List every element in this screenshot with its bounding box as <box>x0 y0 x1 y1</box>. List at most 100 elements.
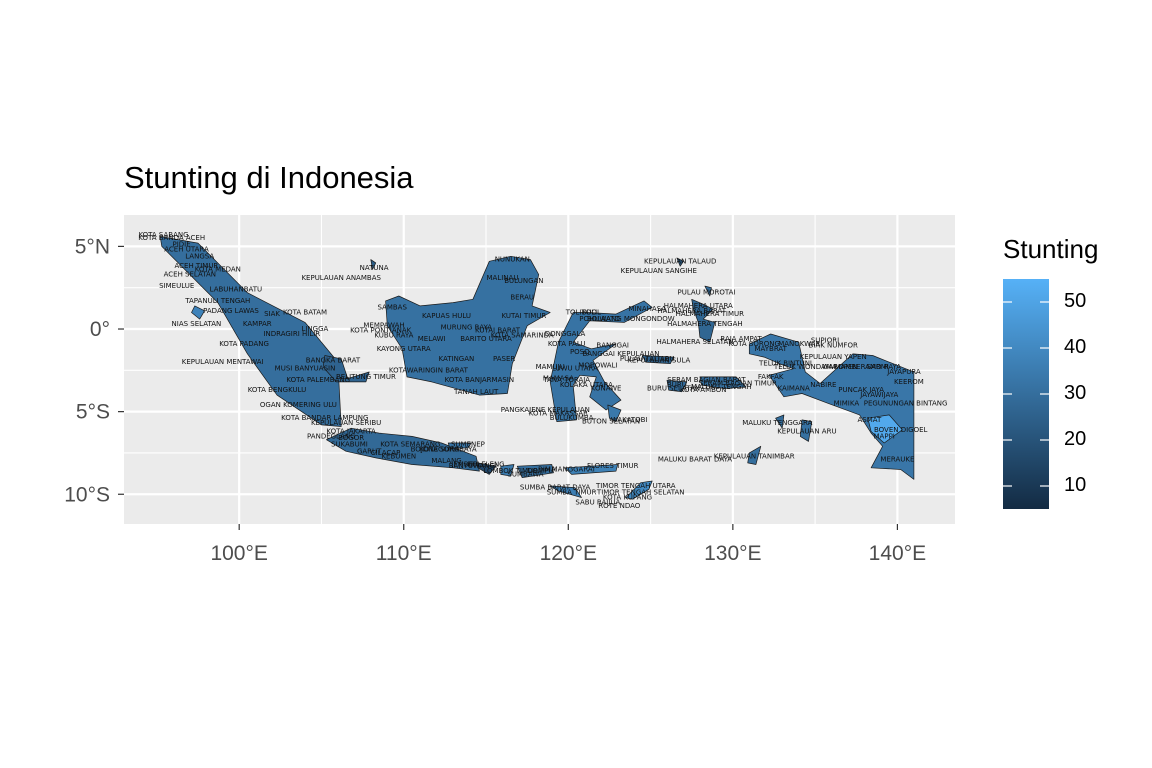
region-label: KAMPAR <box>243 320 272 328</box>
region-label: SABU RAIJUA <box>575 499 620 507</box>
region-label: FLORES TIMUR <box>587 462 639 470</box>
region-label: KUTAI TIMUR <box>502 312 547 320</box>
y-tick-label: 5°S <box>76 401 110 424</box>
region-label: MAMUJU <box>536 363 565 371</box>
region-polygon <box>477 462 497 475</box>
region-polygon <box>607 404 622 422</box>
region-polygon <box>549 300 653 422</box>
region-label: SUMBA BARAT DAYA <box>520 484 591 492</box>
region-label: KEPULAUAN ARU <box>777 428 836 436</box>
region-label: TIMOR TENGAH UTARA <box>595 482 676 490</box>
region-label: KOLAKA UTARA <box>560 381 613 389</box>
region-label: KOTA MEDAN <box>195 266 241 274</box>
region-label: JAYAPURA <box>886 368 921 376</box>
x-tick-label: 140°E <box>869 542 926 565</box>
region-label: KOTA PONTIANAK <box>350 327 412 335</box>
region-label: KEBUMEN <box>381 452 416 460</box>
region-label: HALMAHERA BARAT <box>657 307 726 315</box>
region-label: KEEROM <box>894 378 924 386</box>
region-label: BOLAANG MONGONDOW <box>587 315 675 323</box>
region-label: BERAU <box>510 294 534 302</box>
region-label: LINGGA <box>301 325 328 333</box>
region-label: MAMASA <box>543 375 574 383</box>
legend-tick-label: 10 <box>1064 474 1087 496</box>
region-label: KOTA SABANG <box>138 231 188 239</box>
region-polygon <box>500 464 515 477</box>
legend-ticks <box>1003 301 1049 487</box>
region-label: PANGKAJENE KEPULAUAN <box>501 406 590 414</box>
region-label: POHUWATO <box>579 315 620 323</box>
region-label: KOTA BANDAR LAMPUNG <box>281 414 368 422</box>
region-label: KUTAI BARAT <box>475 327 521 335</box>
region-label: NUNUKAN <box>495 256 530 264</box>
region-label: SERAM BAGIAN BARAT <box>667 376 746 384</box>
region-polygon <box>867 414 903 444</box>
region-polygon <box>641 355 674 365</box>
region-polygon <box>549 485 582 498</box>
region-polygon <box>564 464 619 475</box>
y-tick-label: 10°S <box>64 483 110 506</box>
region-label: PANDEGLANG <box>307 432 356 440</box>
region-label: SAMBAS <box>377 304 407 312</box>
region-label: KOTA AMBON <box>680 386 727 394</box>
region-label: MANGGARAI <box>552 466 595 474</box>
region-label: KEPULAUAN YAPEN <box>800 353 867 361</box>
region-label: MELAWI <box>418 335 446 343</box>
region-label: KOTA JAKARTA <box>326 428 376 436</box>
region-label: LOMBOK TIMUR <box>483 467 538 475</box>
region-label: POSO <box>570 348 590 356</box>
region-label: ASMAT <box>858 416 883 424</box>
region-label: SUMENEP <box>451 441 485 449</box>
region-label: NATUNA <box>360 264 389 272</box>
region-label: KEPULAUAN SERIBU <box>311 419 381 427</box>
region-label: TAPANULI TENGAH <box>184 297 250 305</box>
region-label: KOTA BANJARMASIN <box>445 376 514 384</box>
region-label: KEPULAUAN ANAMBAS <box>301 274 381 282</box>
region-label: TELUK BINTUNI <box>758 360 812 368</box>
region-label: PUNCAK JAYA <box>838 386 884 394</box>
region-label: KOTA SEMARANG <box>380 441 440 449</box>
region-label: OGAN KOMERING ULU <box>260 401 337 409</box>
region-label: KEPULAUAN TANIMBAR <box>714 452 795 460</box>
region-label: MAPPI <box>874 432 895 440</box>
region-label: BANGKA BARAT <box>306 356 361 364</box>
region-label: RAJA AMPAT <box>720 335 762 343</box>
region-label: KEPULAUAN SANGIHE <box>621 267 697 275</box>
region-label: MINAHASA <box>629 305 667 313</box>
region-label: SUPIORI <box>811 337 839 345</box>
chart-title: Stunting di Indonesia <box>124 160 414 195</box>
region-label: KOTA PALU <box>548 340 586 348</box>
region-label: DOMPU <box>527 467 553 475</box>
region-label: BANYUWANGI <box>449 462 497 470</box>
region-label: CILACAP <box>371 449 401 457</box>
region-label: TELUK WONDAMA <box>773 363 837 371</box>
region-label: SUMBAWA <box>507 470 543 478</box>
region-label: LABUHANBATU <box>210 285 263 293</box>
region-label: BIAK NUMFOR <box>809 342 858 350</box>
legend-tick-label: 40 <box>1064 336 1087 358</box>
region-label: HALMAHERA SELATAN <box>657 338 734 346</box>
region-polygon <box>385 255 551 396</box>
region-label: KEPULAUAN SULA <box>627 356 690 364</box>
region-label: MAMBERAMO RAYA <box>835 363 902 371</box>
x-tick-label: 120°E <box>540 542 597 565</box>
region-label: BULUNGAN <box>504 277 543 285</box>
region-label: BOGOR <box>338 434 364 442</box>
region-label: NABIRE <box>810 381 836 389</box>
region-label: SIMEULUE <box>159 282 194 290</box>
region-label: MAYBRAT <box>754 345 787 353</box>
region-label: MURUNG RAYA <box>441 323 493 331</box>
region-label: MEMPAWAH <box>363 322 404 330</box>
region-label: FAKFAK <box>758 373 784 381</box>
region-label: NIAS SELATAN <box>172 320 222 328</box>
region-polygon <box>625 480 653 500</box>
region-label: SIAK <box>264 310 280 318</box>
region-label: TANAH LAUT <box>453 388 499 396</box>
region-label: KAIMANA <box>778 385 810 393</box>
region-label: KOTA MAKASSAR <box>529 409 588 417</box>
region-label: BANGGAI <box>596 342 629 350</box>
region-label: ACEH TIMUR <box>174 262 218 270</box>
region-label: MALUKU BARAT DAYA <box>658 456 732 464</box>
region-label: DONGGALA <box>545 330 586 338</box>
region-label: SUMBA TIMUR <box>547 489 597 497</box>
